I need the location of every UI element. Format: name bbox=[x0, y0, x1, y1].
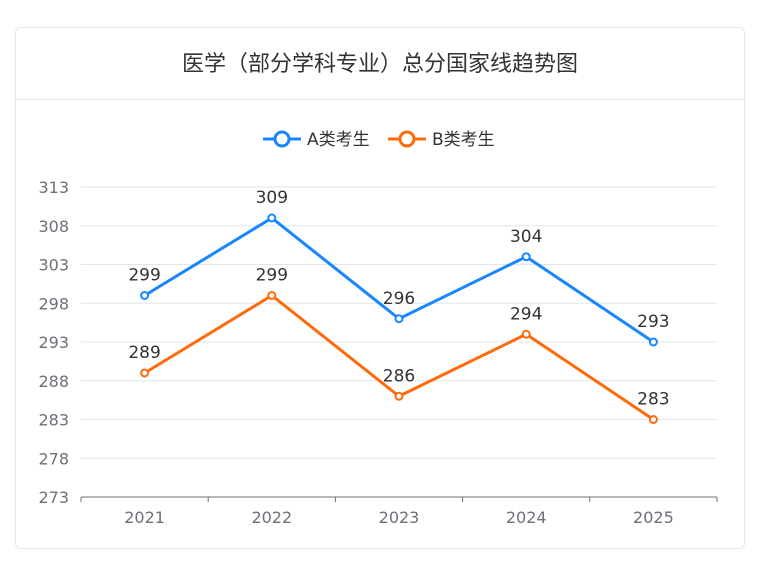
y-tick-label: 283 bbox=[38, 411, 69, 430]
data-label: 309 bbox=[256, 188, 288, 208]
data-point bbox=[394, 314, 404, 324]
legend-marker-icon bbox=[398, 130, 416, 148]
y-tick-label: 303 bbox=[38, 256, 69, 275]
data-point bbox=[521, 252, 531, 262]
data-label: 289 bbox=[128, 343, 160, 363]
data-label: 283 bbox=[637, 390, 669, 410]
x-tick-label: 2023 bbox=[379, 508, 420, 527]
y-tick-label: 313 bbox=[38, 178, 69, 197]
data-label: 294 bbox=[510, 304, 542, 324]
data-point bbox=[140, 368, 150, 378]
series-line bbox=[143, 216, 655, 344]
data-point bbox=[648, 337, 658, 347]
data-point bbox=[267, 291, 277, 300]
data-label: 293 bbox=[637, 312, 669, 332]
x-tick-label: 2021 bbox=[124, 508, 165, 527]
legend-marker-icon bbox=[273, 130, 291, 148]
y-tick-label: 308 bbox=[38, 217, 69, 236]
data-point bbox=[648, 415, 658, 424]
y-tick-label: 298 bbox=[38, 294, 69, 313]
series-line bbox=[143, 293, 655, 421]
data-point bbox=[267, 213, 277, 223]
x-tick-label: 2022 bbox=[251, 508, 292, 527]
x-tick-label: 2025 bbox=[633, 508, 674, 527]
data-label: 299 bbox=[128, 266, 160, 286]
legend-label: A类考生 bbox=[307, 130, 370, 150]
data-label: 296 bbox=[383, 289, 415, 309]
data-point bbox=[394, 391, 404, 401]
y-tick-label: 278 bbox=[38, 449, 69, 468]
chart-title: 医学（部分学科专业）总分国家线趋势图 bbox=[181, 52, 578, 77]
y-tick-label: 293 bbox=[38, 333, 69, 352]
chart-card: 医学（部分学科专业）总分国家线趋势图 bbox=[15, 27, 745, 549]
data-point bbox=[521, 329, 531, 339]
legend-label: B类考生 bbox=[432, 130, 495, 150]
data-label: 299 bbox=[256, 266, 288, 286]
data-point bbox=[140, 291, 150, 300]
data-label: 304 bbox=[510, 227, 542, 247]
y-tick-label: 273 bbox=[38, 488, 69, 507]
y-tick-label: 288 bbox=[38, 372, 69, 391]
data-label: 286 bbox=[383, 366, 415, 386]
divider bbox=[16, 99, 744, 100]
x-tick-label: 2024 bbox=[506, 508, 547, 527]
